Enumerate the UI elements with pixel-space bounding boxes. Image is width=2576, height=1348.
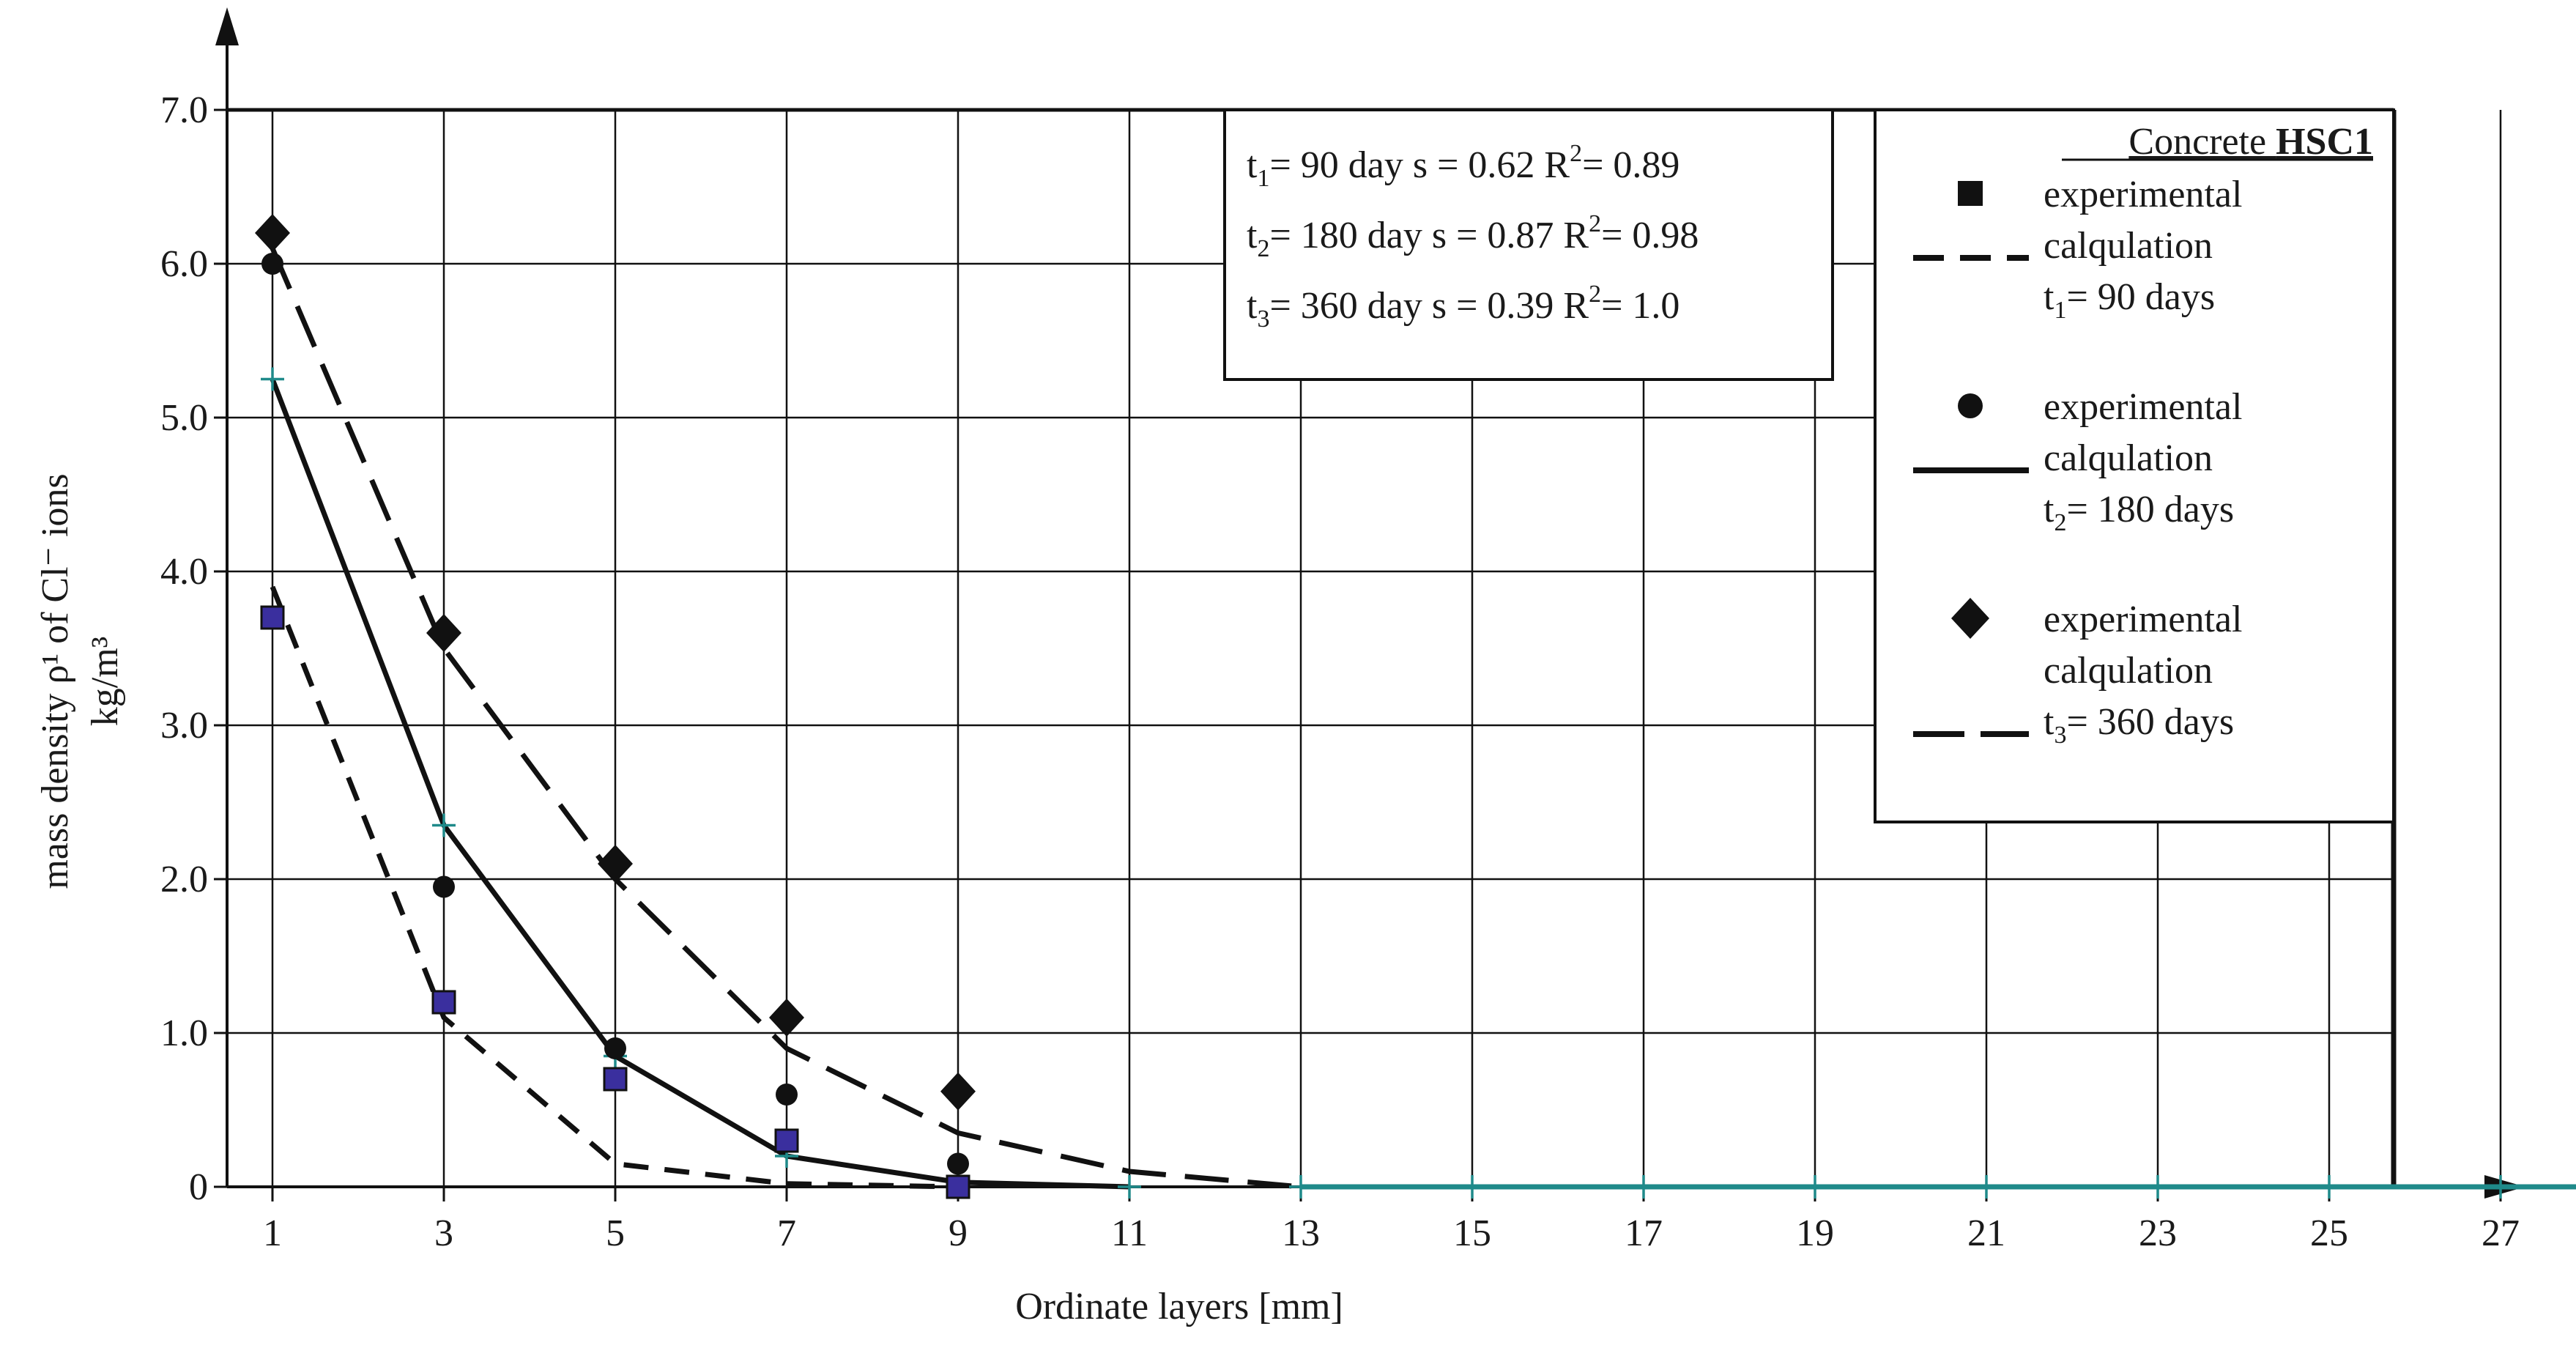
x-axis-label: Ordinate layers [mm] xyxy=(1015,1286,1343,1327)
x-tick-label: 7 xyxy=(777,1212,796,1254)
cross-marker xyxy=(2489,1175,2512,1199)
stats-line: t2= 180 day s = 0.87 R2= 0.98 xyxy=(1247,210,1699,262)
stats-line: t1= 90 day s = 0.62 R2= 0.89 xyxy=(1247,140,1679,192)
circle-marker xyxy=(433,875,455,898)
y-tick-labels: 0 1.0 2.0 3.0 4.0 5.0 6.0 7.0 xyxy=(160,89,208,1208)
diamond-marker xyxy=(940,1072,976,1111)
diamond-marker xyxy=(769,999,804,1037)
square-marker xyxy=(603,1067,628,1092)
y-axis-arrow xyxy=(215,7,239,45)
diamond-marker xyxy=(255,214,290,252)
x-tick-label: 1 xyxy=(263,1212,282,1254)
cross-marker xyxy=(1289,1175,1313,1199)
square-marker xyxy=(431,990,456,1015)
cross-marker xyxy=(1632,1175,1655,1199)
legend-diamond-marker xyxy=(1951,598,1989,639)
calculation-line-longdash xyxy=(270,247,1472,1190)
legend-label: experimental xyxy=(2044,174,2242,215)
diamond-marker xyxy=(598,845,633,883)
square-marker xyxy=(946,1174,970,1199)
stats-box-frame xyxy=(1223,108,1834,381)
circle-marker xyxy=(776,1084,798,1106)
legend-title: Concrete HSC1 xyxy=(2128,121,2373,163)
circle-marker xyxy=(261,253,283,275)
legend-label: calqulation xyxy=(2044,650,2213,692)
legend-frame xyxy=(1874,108,2395,823)
cross-marker xyxy=(1460,1175,1484,1199)
y-tick-label: 0 xyxy=(189,1166,208,1208)
x-tick-label: 25 xyxy=(2310,1212,2348,1254)
x-tick-label: 19 xyxy=(1796,1212,1834,1254)
y-tick-label: 1.0 xyxy=(160,1012,208,1054)
x-tick-label: 5 xyxy=(606,1212,625,1254)
square-marker xyxy=(260,605,285,630)
y-tick-label: 5.0 xyxy=(160,397,208,439)
y-axis-label-line1: mass density ρ¹ of Cl⁻ ions xyxy=(34,473,76,889)
x-tick-labels: 1357911131517192123252729313335373941434… xyxy=(263,1212,2520,1254)
legend-label: calqulation xyxy=(2044,437,2213,479)
legend-time-label: t2= 180 days xyxy=(2044,489,2234,536)
legend-label: experimental xyxy=(2044,386,2242,428)
y-axis-label-line2: kg/m³ xyxy=(84,637,126,726)
diamond-marker xyxy=(426,614,461,652)
x-tick-label: 17 xyxy=(1625,1212,1663,1254)
calculation-line-solid xyxy=(270,378,1130,1190)
x-tick-label: 23 xyxy=(2139,1212,2177,1254)
legend-square-marker xyxy=(1958,181,1983,206)
x-tick-label: 11 xyxy=(1111,1212,1148,1254)
calculation-line-dash xyxy=(270,585,959,1190)
x-tick-label: 9 xyxy=(949,1212,968,1254)
circle-marker xyxy=(604,1037,626,1059)
cross-marker xyxy=(2146,1175,2169,1199)
y-tick-label: 4.0 xyxy=(160,551,208,593)
cross-marker xyxy=(2317,1175,2341,1199)
legend: Concrete HSC1 experimental calqulation t1= … xyxy=(1874,108,2395,823)
y-tick-label: 3.0 xyxy=(160,705,208,747)
legend-circle-marker xyxy=(1958,393,1983,418)
series-group xyxy=(255,214,2576,1199)
cross-marker xyxy=(432,813,456,837)
square-marker xyxy=(774,1128,799,1153)
x-tick-label: 21 xyxy=(1967,1212,2005,1254)
legend-time-label: t3= 360 days xyxy=(2044,701,2234,749)
y-tick-label: 6.0 xyxy=(160,243,208,285)
stats-line: t3= 360 day s = 0.39 R2= 1.0 xyxy=(1247,281,1679,333)
legend-time-label: t1= 90 days xyxy=(2044,276,2215,324)
legend-label: calqulation xyxy=(2044,225,2213,267)
cross-marker xyxy=(1118,1175,1141,1199)
x-tick-label: 3 xyxy=(434,1212,453,1254)
legend-label: experimental xyxy=(2044,599,2242,640)
x-tick-label: 15 xyxy=(1453,1212,1491,1254)
x-tick-label: 13 xyxy=(1282,1212,1320,1254)
x-tick-label: 27 xyxy=(2482,1212,2520,1254)
cross-marker xyxy=(1975,1175,1998,1199)
y-tick-label: 2.0 xyxy=(160,859,208,900)
y-tick-label: 7.0 xyxy=(160,89,208,131)
cross-marker xyxy=(261,367,284,391)
stats-box: t1= 90 day s = 0.62 R2= 0.89 t2= 180 day … xyxy=(1223,108,1834,381)
circle-marker xyxy=(947,1152,969,1175)
cross-marker xyxy=(1803,1175,1827,1199)
